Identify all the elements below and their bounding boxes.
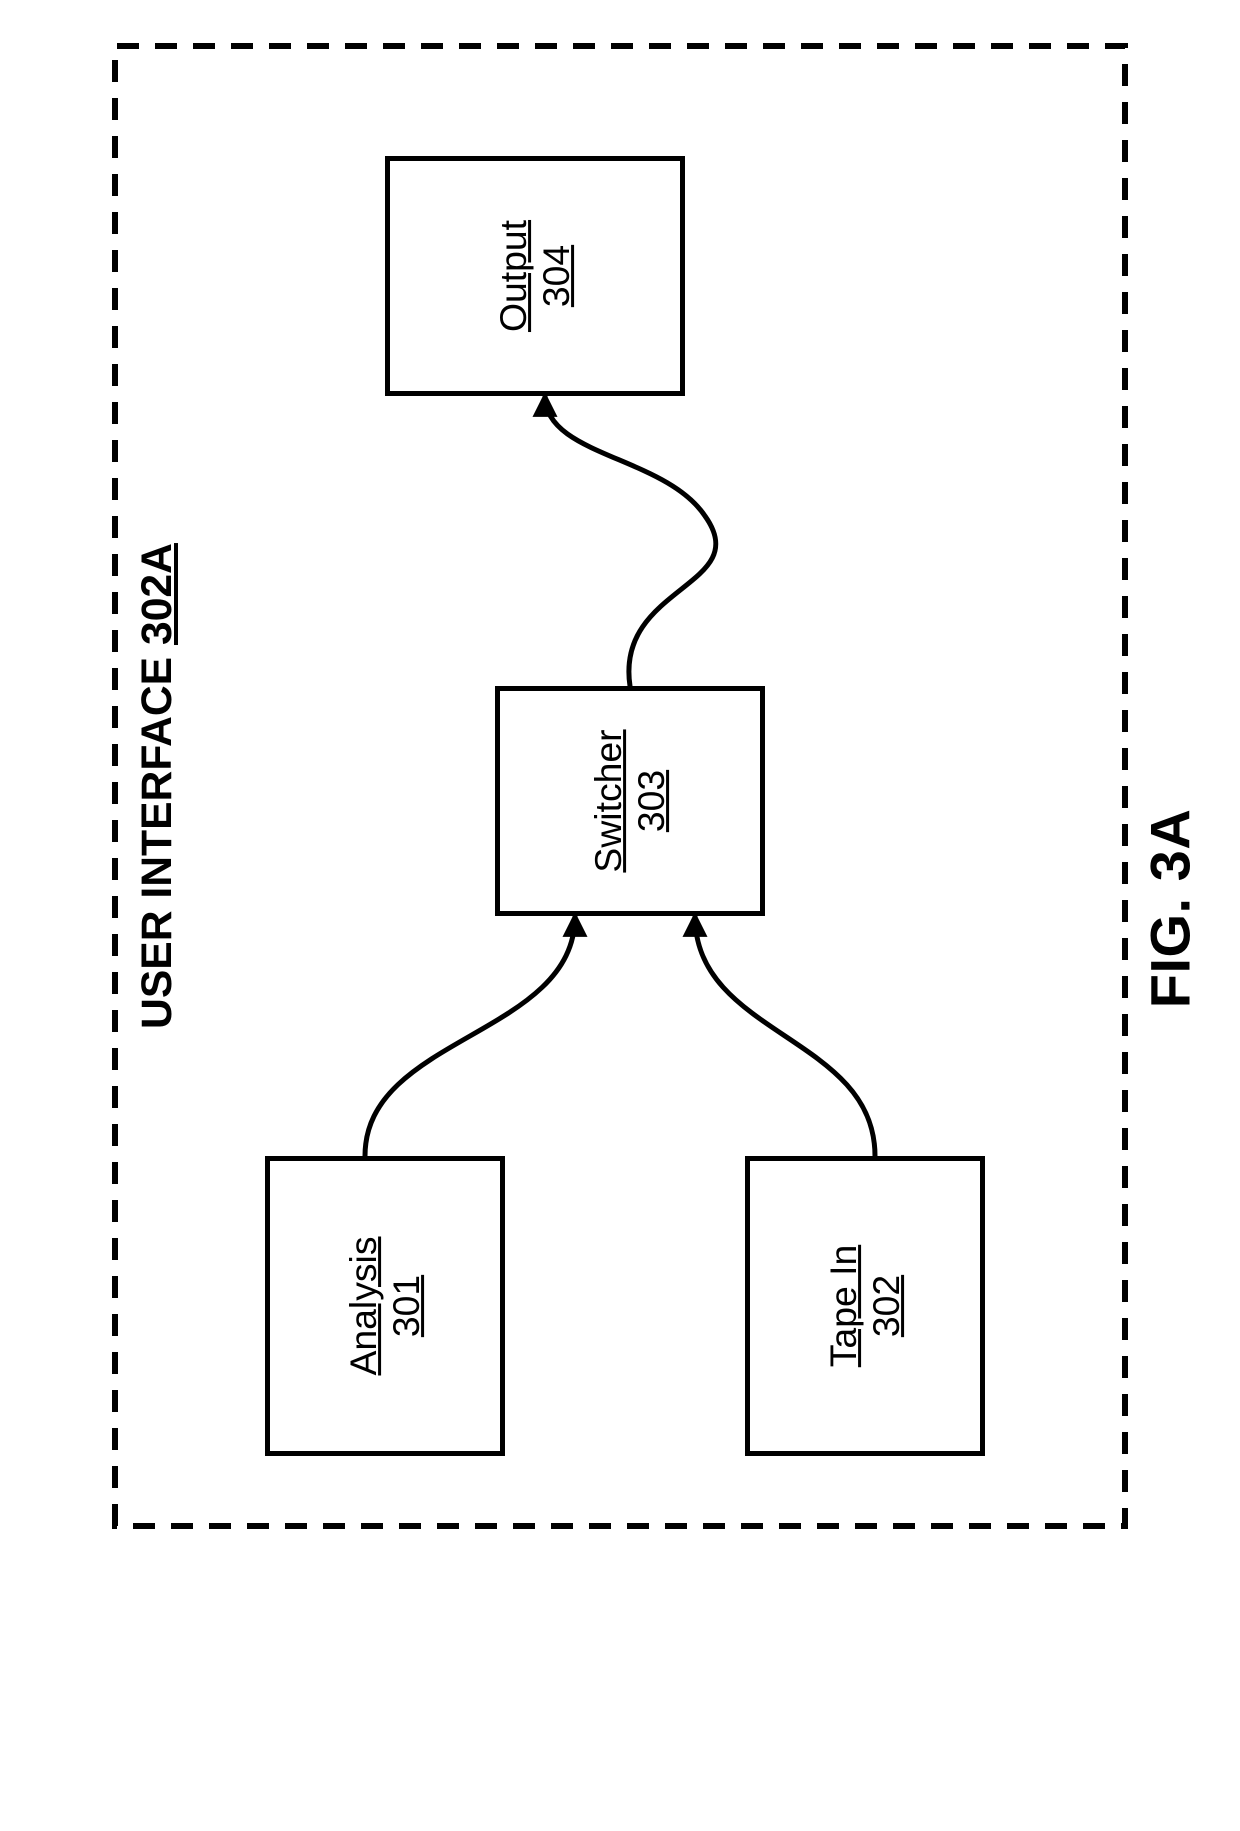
figure-caption: FIG. 3A [1138,778,1203,1038]
edges [55,0,1185,1596]
diagram-canvas: USER INTERFACE 302A Analysis 301 Tape In… [0,0,1240,1831]
rotated-diagram: USER INTERFACE 302A Analysis 301 Tape In… [55,0,1185,1596]
